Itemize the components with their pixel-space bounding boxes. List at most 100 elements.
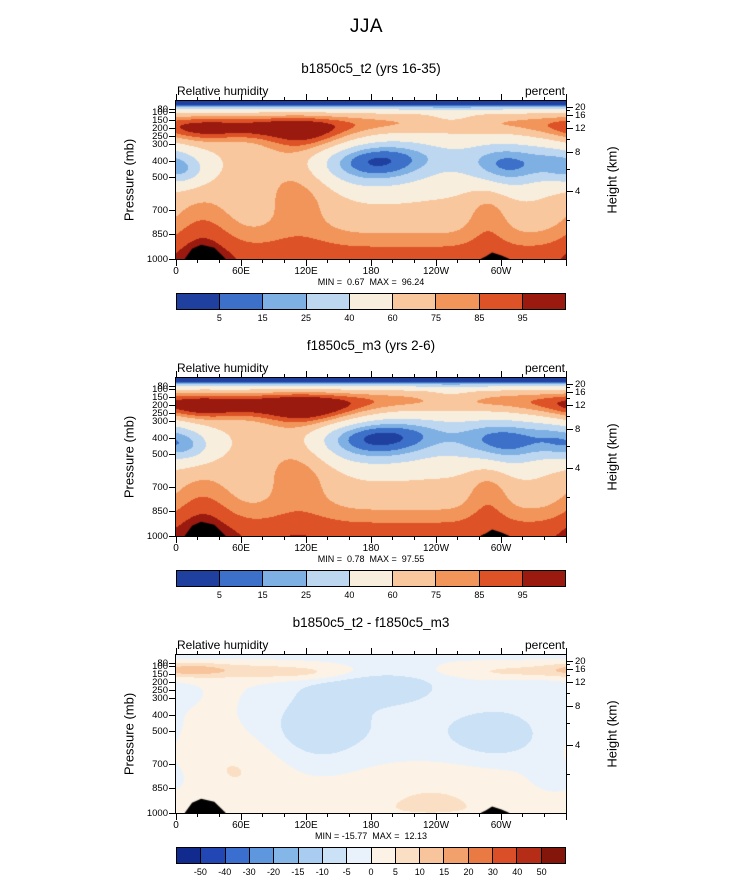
x-minor-tick bbox=[348, 374, 350, 377]
height-tick-label: 4 bbox=[575, 740, 581, 752]
panel-title: b1850c5_t2 (yrs 16-35) bbox=[301, 61, 441, 76]
x-major-tick bbox=[175, 814, 177, 820]
colorbar-segment bbox=[224, 848, 249, 863]
colorbar-tick-label: 95 bbox=[517, 590, 528, 600]
height-minor-tick bbox=[567, 664, 570, 666]
units-label: percent bbox=[524, 361, 565, 375]
colorbar-segment bbox=[305, 294, 349, 309]
contour-canvas bbox=[176, 378, 566, 536]
pressure-tick-label: 250 bbox=[152, 408, 168, 420]
min-max-label: MIN = 0.67 MAX = 96.24 bbox=[317, 277, 425, 287]
x-major-tick bbox=[240, 537, 242, 543]
x-minor-tick bbox=[522, 651, 524, 654]
pressure-tick-label: 300 bbox=[152, 416, 168, 428]
pressure-tick-label: 200 bbox=[152, 400, 168, 412]
height-tick bbox=[567, 114, 573, 116]
colorbar-tick-label: 30 bbox=[487, 867, 498, 877]
x-tick-label: 180 bbox=[362, 543, 380, 554]
pressure-tick bbox=[169, 405, 175, 407]
x-major-tick bbox=[435, 814, 437, 820]
pressure-tick-label: 250 bbox=[152, 685, 168, 697]
contour-plot-1: b1850c5_t2 (yrs 16-35) Relative humidity… bbox=[122, 61, 620, 323]
pressure-tick bbox=[169, 108, 175, 110]
pressure-tick-label: 850 bbox=[152, 506, 168, 518]
x-minor-tick bbox=[392, 374, 394, 377]
x-tick-label: 60W bbox=[490, 543, 512, 554]
pressure-tick bbox=[169, 421, 175, 423]
height-minor-tick bbox=[567, 397, 570, 399]
pressure-tick bbox=[169, 486, 175, 488]
colorbar-segment bbox=[248, 848, 274, 863]
colorbar-tick-label: 95 bbox=[517, 313, 528, 323]
x-tick-label: 60E bbox=[232, 820, 250, 831]
x-major-tick bbox=[240, 814, 242, 820]
variable-label: Relative humidity bbox=[177, 84, 269, 98]
colorbar-boxes bbox=[176, 570, 566, 587]
x-minor-tick bbox=[522, 260, 524, 263]
pressure-tick-label: 700 bbox=[152, 758, 168, 770]
colorbar-tick-label: 85 bbox=[474, 313, 485, 323]
x-tick-label: 60W bbox=[490, 820, 512, 831]
pressure-tick-label: 250 bbox=[152, 131, 168, 143]
x-major-tick bbox=[370, 371, 372, 377]
x-tick-label: 0 bbox=[173, 266, 179, 277]
x-minor-tick bbox=[543, 374, 545, 377]
x-tick-label: 120E bbox=[294, 266, 318, 277]
colorbar-tick-label: -40 bbox=[218, 867, 232, 877]
x-minor-tick bbox=[413, 537, 415, 540]
x-minor-tick bbox=[327, 814, 329, 817]
colorbar-tick-label: 75 bbox=[430, 313, 441, 323]
colorbar-segment bbox=[177, 571, 220, 586]
pressure-tick bbox=[169, 812, 175, 814]
pressure-tick bbox=[169, 209, 175, 211]
min-max-label: MIN = -15.77 MAX = 12.13 bbox=[314, 831, 428, 841]
colorbar-tick-label: 10 bbox=[414, 867, 425, 877]
x-major-tick bbox=[500, 814, 502, 820]
x-minor-tick bbox=[327, 374, 329, 377]
contour-plot-2: f1850c5_m3 (yrs 2-6) Relative humidity p… bbox=[122, 338, 620, 600]
pressure-tick-label: 300 bbox=[152, 139, 168, 151]
x-major-tick bbox=[305, 371, 307, 377]
x-minor-tick bbox=[218, 537, 220, 540]
height-minor-tick bbox=[567, 138, 570, 140]
pressure-tick-label: 150 bbox=[152, 669, 168, 681]
pressure-tick bbox=[169, 731, 175, 733]
pressure-tick bbox=[169, 511, 175, 513]
colorbar-tick-label: 60 bbox=[387, 313, 398, 323]
pressure-tick bbox=[169, 698, 175, 700]
colorbar-segment bbox=[394, 848, 420, 863]
x-minor-tick bbox=[392, 814, 394, 817]
colorbar-segment bbox=[478, 571, 522, 586]
height-tick bbox=[567, 468, 573, 470]
x-major-tick bbox=[435, 648, 437, 654]
colorbar-segment bbox=[348, 294, 393, 309]
colorbar-segment bbox=[478, 294, 522, 309]
pressure-tick-label: 500 bbox=[152, 172, 168, 184]
colorbar-tick-label: 20 bbox=[463, 867, 474, 877]
x-minor-tick bbox=[283, 374, 285, 377]
pressure-tick-label: 400 bbox=[152, 155, 168, 167]
height-tick bbox=[567, 128, 573, 130]
height-tick-label: 20 bbox=[575, 101, 586, 113]
colorbar-segment bbox=[273, 848, 298, 863]
x-minor-tick bbox=[327, 97, 329, 100]
pressure-tick bbox=[169, 385, 175, 387]
pressure-tick-label: 1000 bbox=[146, 253, 168, 265]
x-major-tick bbox=[370, 260, 372, 266]
x-minor-tick bbox=[348, 260, 350, 263]
min-max-label: MIN = 0.78 MAX = 97.55 bbox=[317, 554, 425, 564]
height-tick bbox=[567, 660, 573, 662]
units-label: percent bbox=[524, 84, 565, 98]
x-major-tick bbox=[175, 260, 177, 266]
x-minor-tick bbox=[413, 374, 415, 377]
colorbar-segment bbox=[297, 848, 322, 863]
x-minor-tick bbox=[543, 814, 545, 817]
x-major-tick bbox=[435, 94, 437, 100]
colorbar-tick-label: 15 bbox=[257, 590, 268, 600]
pressure-tick bbox=[169, 665, 175, 667]
x-minor-tick bbox=[283, 814, 285, 817]
x-major-tick bbox=[370, 814, 372, 820]
panel-difference: b1850c5_t2 - f1850c5_m3 Relative humidit… bbox=[0, 610, 733, 888]
x-minor-tick bbox=[457, 97, 459, 100]
pressure-tick-label: 80 bbox=[157, 103, 168, 115]
